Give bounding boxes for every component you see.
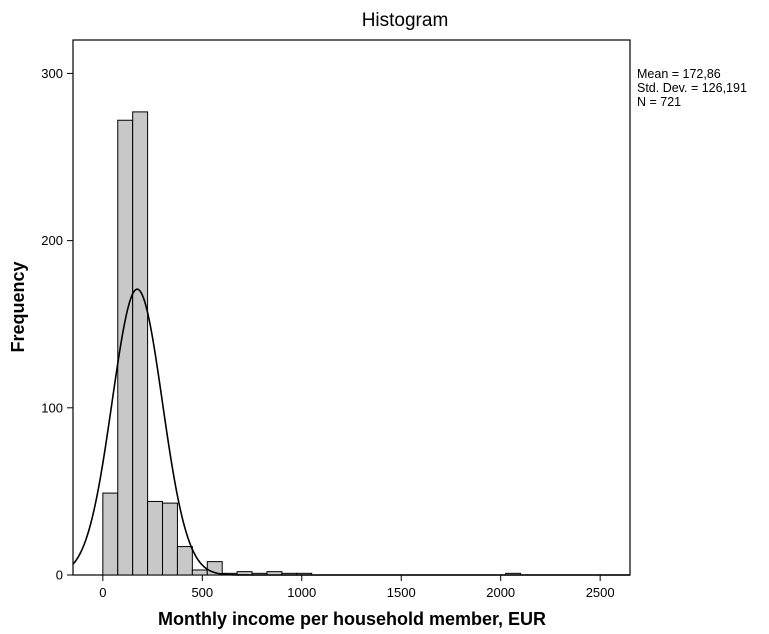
ticks-layer: 0 500 1000 1500 2000 2500 0 100 200 300 [41, 66, 614, 600]
x-tick-label: 1000 [287, 585, 316, 600]
histogram-bar [191, 569, 208, 576]
x-tick-label: 2000 [486, 585, 515, 600]
bars-layer [102, 111, 522, 576]
histogram-bar [176, 546, 193, 576]
x-tick-label: 500 [191, 585, 213, 600]
std-dev-stat: Std. Dev. = 126,191 [637, 81, 747, 95]
n-stat: N = 721 [637, 95, 681, 109]
y-tick-label: 200 [41, 233, 63, 248]
histogram-bar [102, 492, 119, 576]
y-tick-label: 0 [56, 568, 63, 583]
x-tick-label: 0 [99, 585, 106, 600]
normal-curve [72, 288, 630, 576]
normal-curve-layer [72, 288, 630, 576]
y-axis-label: Frequency [8, 261, 28, 352]
y-tick-label: 100 [41, 400, 63, 415]
histogram-bar [132, 111, 149, 576]
plot-frame [72, 39, 631, 576]
histogram-bar [147, 500, 164, 576]
chart-title: Histogram [362, 10, 449, 31]
x-tick-label: 1500 [387, 585, 416, 600]
x-axis-label: Monthly income per household member, EUR [158, 609, 546, 629]
histogram-bar [162, 502, 178, 576]
stats-box: Mean = 172,86 Std. Dev. = 126,191 N = 72… [637, 67, 747, 109]
x-tick-label: 2500 [586, 585, 615, 600]
mean-stat: Mean = 172,86 [637, 67, 721, 81]
y-tick-label: 300 [41, 66, 63, 81]
